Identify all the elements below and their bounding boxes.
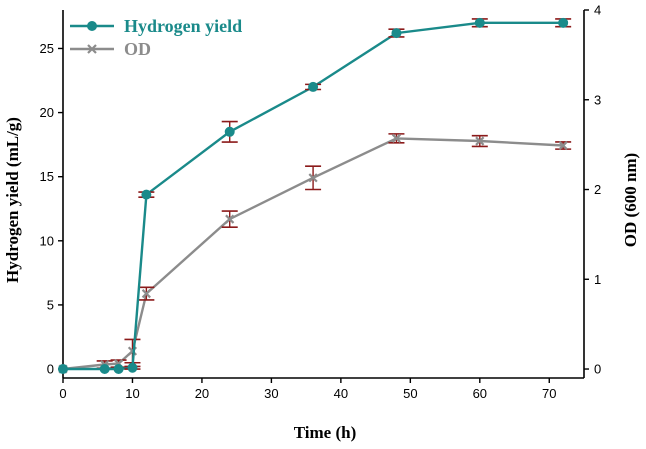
data-point	[391, 28, 402, 39]
y2-tick-label: 4	[594, 3, 601, 18]
data-point	[224, 126, 235, 137]
x-tick-label: 30	[264, 386, 278, 401]
y-axis-title: Hydrogen yield (mL/g)	[3, 117, 22, 283]
legend-label: Hydrogen yield	[124, 16, 242, 36]
y-tick-label: 15	[40, 169, 54, 184]
legend-item-od: OD	[70, 39, 151, 59]
data-point	[225, 214, 235, 224]
series-line	[63, 21, 564, 371]
data-point	[141, 289, 151, 299]
y-tick-label: 25	[40, 41, 54, 56]
x-tick-label: 20	[195, 386, 209, 401]
legend-label: OD	[124, 39, 151, 59]
data-point	[99, 364, 110, 375]
series-hydrogen-yield	[58, 17, 572, 375]
data-point	[474, 17, 485, 28]
x-tick-label: 40	[334, 386, 348, 401]
series-line	[62, 137, 564, 371]
x-axis-title: Time (h)	[294, 423, 357, 442]
data-point	[308, 173, 318, 183]
series-layer	[58, 17, 572, 375]
x-tick-label: 70	[542, 386, 556, 401]
legend-item-hydrogen-yield: Hydrogen yield	[70, 16, 242, 36]
data-point	[141, 189, 152, 200]
data-point	[391, 133, 402, 143]
legend-marker	[87, 44, 97, 54]
y-tick-label: 0	[47, 362, 54, 377]
y-tick-label: 5	[47, 297, 54, 312]
x-tick-label: 0	[59, 386, 66, 401]
y-tick-label: 20	[40, 105, 54, 120]
y-tick-label: 10	[40, 233, 54, 248]
axes: 0 10 20 30 40 50 60 70 0 5 10 15 20 25 0 1 2 3 4	[40, 3, 602, 402]
y2-tick-label: 3	[594, 92, 601, 107]
y2-tick-label: 2	[594, 182, 601, 197]
data-point	[558, 17, 569, 28]
data-point	[113, 364, 124, 375]
legend: Hydrogen yield OD	[70, 16, 242, 59]
x-tick-label: 60	[473, 386, 487, 401]
legend-marker	[87, 21, 97, 31]
x-tick-label: 10	[125, 386, 139, 401]
y2-tick-label: 0	[594, 362, 601, 377]
x-tick-label: 50	[403, 386, 417, 401]
y2-tick-label: 1	[594, 272, 601, 287]
data-point	[308, 81, 319, 92]
data-point	[127, 362, 138, 373]
data-point	[58, 364, 68, 375]
data-point	[558, 140, 568, 151]
y2-axis-title: OD (600 nm)	[621, 153, 640, 247]
data-point	[475, 136, 485, 146]
